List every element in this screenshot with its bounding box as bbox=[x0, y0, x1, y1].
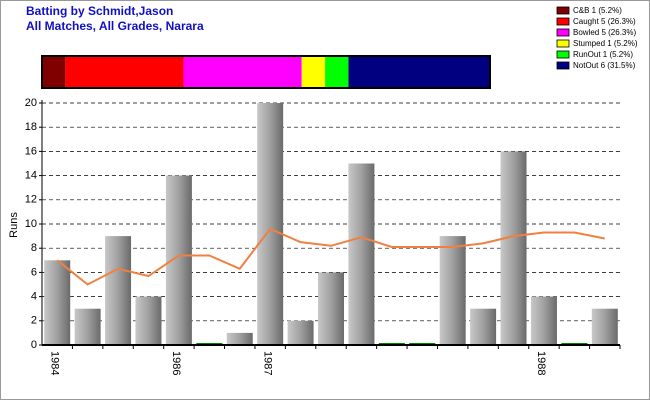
bar bbox=[530, 296, 557, 345]
legend-label: Bowled 5 (26.3%) bbox=[573, 28, 636, 37]
chart-title: Batting by Schmidt,Jason bbox=[26, 4, 173, 18]
bar bbox=[287, 320, 314, 345]
legend-swatch bbox=[556, 17, 570, 26]
y-tick-label: 20 bbox=[25, 97, 37, 109]
bar bbox=[257, 103, 284, 345]
x-tick-label: 1984 bbox=[48, 351, 60, 375]
legend-swatch bbox=[556, 28, 570, 37]
bar bbox=[44, 260, 71, 345]
bar bbox=[74, 308, 101, 345]
y-tick-label: 2 bbox=[31, 315, 37, 327]
y-tick-label: 14 bbox=[25, 170, 37, 182]
y-tick-label: 12 bbox=[25, 194, 37, 206]
y-tick-label: 6 bbox=[31, 266, 37, 278]
dismissal-segment bbox=[348, 56, 490, 88]
dismissal-segment bbox=[301, 56, 326, 88]
bar bbox=[348, 163, 375, 345]
dismissal-segment bbox=[183, 56, 302, 88]
y-tick-label: 8 bbox=[31, 242, 37, 254]
chart-subtitle: All Matches, All Grades, Narara bbox=[26, 19, 204, 33]
legend-label: RunOut 1 (5.2%) bbox=[573, 50, 633, 59]
dismissal-segment bbox=[42, 56, 66, 88]
bar bbox=[439, 236, 466, 345]
dismissal-frame bbox=[41, 55, 491, 89]
legend-swatch bbox=[556, 39, 570, 48]
x-tick-label: 1988 bbox=[535, 351, 547, 375]
y-axis-label: Runs bbox=[8, 212, 20, 238]
bar bbox=[591, 308, 618, 345]
bar bbox=[500, 151, 527, 345]
bar bbox=[226, 332, 253, 345]
dismissal-segment bbox=[325, 56, 349, 88]
legend-label: Stumped 1 (5.2%) bbox=[573, 39, 638, 48]
dismissal-segment bbox=[65, 56, 184, 88]
legend-swatch bbox=[556, 50, 570, 59]
y-tick-label: 0 bbox=[31, 339, 37, 351]
y-tick-label: 4 bbox=[31, 291, 37, 303]
y-tick-label: 10 bbox=[25, 218, 37, 230]
legend-swatch bbox=[556, 61, 570, 70]
bar bbox=[165, 175, 192, 345]
y-tick-label: 16 bbox=[25, 145, 37, 157]
bar bbox=[318, 272, 344, 345]
legend-label: NotOut 6 (31.5%) bbox=[573, 61, 636, 70]
legend-label: Caught 5 (26.3%) bbox=[573, 17, 636, 26]
average-line bbox=[56, 227, 605, 286]
legend-swatch bbox=[556, 6, 570, 15]
y-tick-label: 18 bbox=[25, 121, 37, 133]
x-tick-label: 1987 bbox=[261, 351, 273, 375]
bar bbox=[105, 236, 132, 345]
x-tick-label: 1986 bbox=[170, 351, 182, 375]
bar bbox=[470, 308, 497, 345]
bar bbox=[135, 296, 162, 345]
legend-label: C&B 1 (5.2%) bbox=[573, 6, 622, 15]
